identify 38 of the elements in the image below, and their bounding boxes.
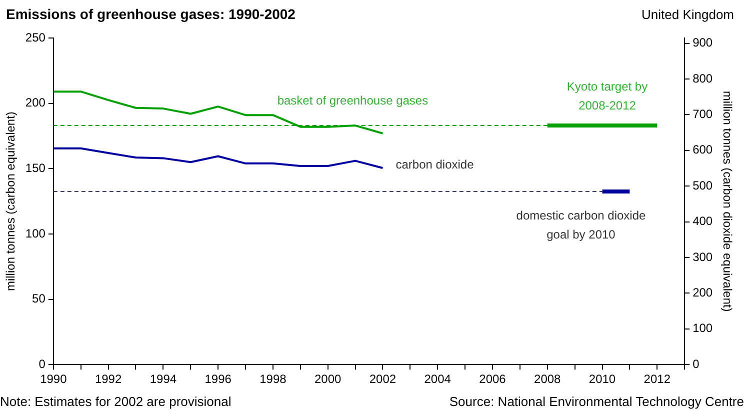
text: Note: Estimates for 2002 are provisional [0,394,232,409]
series-label: carbon dioxide [396,157,474,172]
y2-tick-label: 200 [692,286,713,300]
y2-tick-label: 600 [692,142,713,157]
y2-axis-title: million tonnes (carbon dioxide equivalent) [720,90,734,312]
y2-tick-label: 300 [692,250,713,264]
x-tick-label: 2010 [588,372,616,386]
x-tick-label: 2000 [314,372,342,386]
y2-tick-label: 400 [692,214,713,228]
y-tick-label: 200 [25,96,46,110]
y-tick-label: 100 [25,226,46,240]
y-tick-label: 150 [25,160,46,175]
x-tick-label: 1992 [94,372,122,386]
x-tick-label: 1994 [150,372,177,386]
series-label: domestic carbon dioxide goal by 2010 [516,208,646,242]
y2-tick-label: 800 [692,71,713,86]
x-tick-label: 1996 [204,372,232,386]
y2-tick-label: 500 [692,178,713,192]
y2-tick-label: 0 [692,356,700,371]
x-tick-label: 2004 [424,372,452,386]
y-tick-label: 0 [38,356,46,371]
y2-tick-label: 900 [692,36,713,50]
y2-tick-label: 700 [692,107,713,122]
x-tick-label: 2012 [644,372,671,386]
y-tick-label: 250 [25,30,46,44]
chart-title: Emissions of greenhouse gases: 1990-2002 [6,6,296,22]
x-tick-label: 2006 [479,372,506,386]
x-tick-label: 1990 [40,372,68,386]
x-tick-label: 2002 [369,372,396,386]
chart-subtitle: United Kingdom [642,7,734,22]
series-label: Kyoto target by 2008-2012 [566,79,648,112]
source-note: Source: National Environmental Technology Centre [449,394,744,409]
series-label: basket of greenhouse gases [277,94,428,108]
y-tick-label: 50 [32,292,46,306]
y2-tick-label: 100 [692,321,713,336]
x-tick-label: 2008 [534,372,562,386]
x-tick-label: 1998 [260,372,287,386]
y-axis-title: million tonnes (carbon equivalent) [4,112,18,292]
